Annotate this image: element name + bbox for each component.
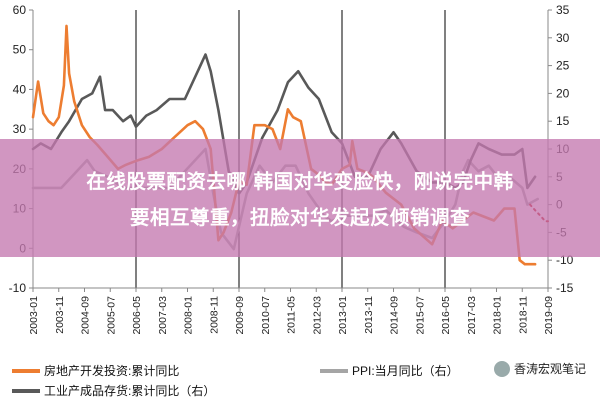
watermark: 香涛宏观笔记 (493, 360, 586, 377)
left-tick-label: 30 (13, 122, 27, 136)
x-tick-label: 2004-09 (80, 296, 92, 335)
x-tick-label: 2007-03 (157, 296, 169, 335)
legend-label-investment: 房地产开发投资:累计同比 (44, 364, 180, 378)
legend: 房地产开发投资:累计同比 PPI:当月同比（右） 工业产成品存货:累计同比（右） (0, 356, 600, 400)
x-tick-label: 2013-11 (363, 296, 375, 334)
x-tick-label: 2012-03 (311, 296, 323, 335)
headline-line-1: 在线股票配资去哪 韩国对华变脸快，刚说完中韩 (86, 170, 514, 193)
x-tick-label: 2013-01 (337, 296, 349, 335)
legend-label-ppi: PPI:当月同比（右） (352, 364, 459, 378)
x-tick-label: 2005-07 (105, 296, 117, 335)
x-tick-label: 2009-09 (234, 296, 246, 335)
legend-swatch-orange (12, 368, 40, 373)
x-tick-label: 2011-05 (286, 296, 298, 334)
legend-item-investment: 房地产开发投资:累计同比 (12, 362, 179, 379)
legend-item-ppi: PPI:当月同比（右） (320, 362, 459, 379)
x-tick-label: 2015-07 (414, 296, 426, 335)
right-tick-label: 15 (556, 114, 570, 128)
headline-line-2: 要相互尊重，扭脸对华发起反倾销调查 (129, 206, 470, 229)
headline-banner: 在线股票配资去哪 韩国对华变脸快，刚说完中韩 要相互尊重，扭脸对华发起反倾销调查 (0, 139, 600, 257)
x-tick-label: 2008-01 (183, 296, 195, 335)
x-tick-label: 2010-07 (260, 296, 272, 335)
legend-label-inventory: 工业产成品存货:累计同比（右） (44, 384, 216, 398)
x-tick-label: 2006-05 (131, 296, 143, 335)
right-tick-label: 20 (556, 86, 570, 100)
x-tick-label: 2003-11 (54, 296, 66, 334)
right-tick-label: -15 (556, 281, 574, 295)
left-tick-label: -10 (9, 281, 27, 295)
legend-swatch-dark (12, 388, 40, 393)
x-tick-label: 2018-01 (492, 296, 504, 335)
left-tick-label: 40 (13, 82, 27, 96)
wechat-logo-icon (493, 360, 510, 377)
x-tick-label: 2014-09 (389, 296, 401, 335)
x-axis-ticks: 2003-01 2003-11 2004-09 2005-07 2006-05 2007-… (28, 288, 555, 335)
right-tick-label: 25 (556, 59, 570, 73)
x-tick-label: 2016-05 (440, 296, 452, 335)
x-tick-label: 2019-09 (543, 296, 555, 335)
x-tick-label: 2003-01 (28, 296, 40, 335)
legend-item-inventory: 工业产成品存货:累计同比（右） (12, 382, 215, 399)
watermark-text: 香涛宏观笔记 (513, 362, 586, 376)
left-tick-label: 60 (13, 3, 27, 17)
left-tick-label: 50 (13, 43, 27, 57)
right-tick-label: 30 (556, 31, 570, 45)
right-tick-label: 35 (556, 3, 570, 17)
x-tick-label: 2017-03 (466, 296, 478, 335)
x-tick-label: 2018-11 (517, 296, 529, 334)
x-tick-label: 2008-11 (208, 296, 220, 334)
legend-swatch-grey (320, 368, 348, 373)
